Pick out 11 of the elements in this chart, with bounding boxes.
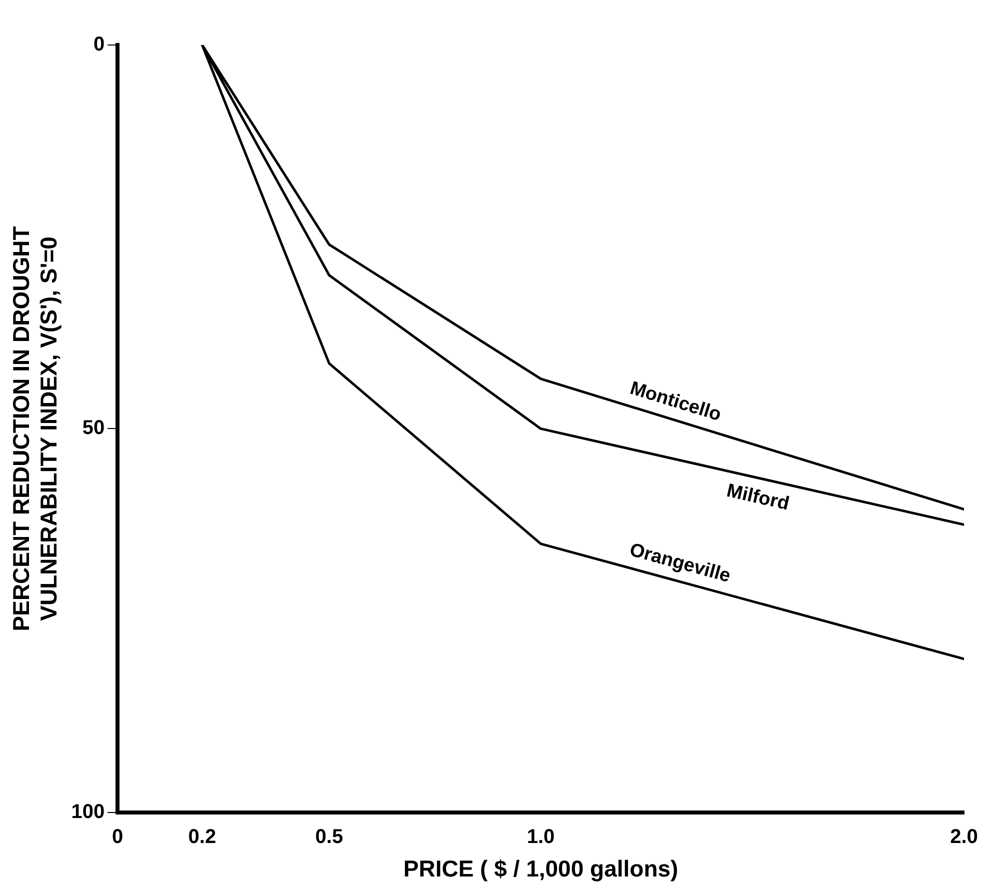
x-tick-label: 1.0 — [526, 826, 555, 848]
x-tick-label: 0.2 — [188, 826, 216, 848]
y-axis-title: PERCENT REDUCTION IN DROUGHT VULNERABILITY INDEX, V(S'), S'=0 — [8, 226, 62, 632]
x-tick-label: 2.0 — [950, 826, 978, 848]
x-tick-label: 0 — [112, 826, 124, 848]
y-tick-label: 100 — [71, 800, 105, 823]
text: Milford — [724, 480, 792, 515]
x-axis-title: PRICE ( $ / 1,000 gallons) — [403, 856, 678, 882]
y-tick-label: 0 — [93, 34, 105, 56]
y-tick-label: 50 — [82, 417, 105, 440]
x-tick-label: 0.5 — [315, 826, 344, 848]
